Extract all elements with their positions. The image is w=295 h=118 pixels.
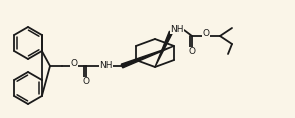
Polygon shape <box>121 46 174 68</box>
Text: NH: NH <box>99 61 113 70</box>
Text: O: O <box>83 78 89 86</box>
Text: O: O <box>202 29 209 38</box>
Polygon shape <box>155 31 173 67</box>
Text: NH: NH <box>170 25 184 34</box>
Text: O: O <box>189 48 196 57</box>
Text: O: O <box>71 59 78 67</box>
